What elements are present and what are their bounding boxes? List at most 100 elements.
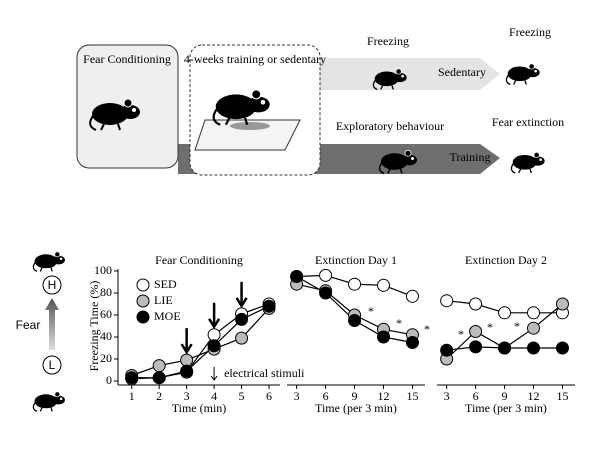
x-tick-label: 9 — [502, 389, 508, 403]
data-point — [235, 312, 249, 326]
y-axis-label: Freezing Time (%) — [87, 281, 101, 372]
rat — [32, 251, 66, 273]
y-tick-label: 100 — [94, 263, 112, 277]
x-tick-label: 3 — [294, 389, 300, 403]
data-point — [262, 299, 276, 313]
data-point — [555, 341, 569, 355]
box-title: Fear Conditioning — [83, 52, 171, 66]
data-point — [348, 314, 362, 327]
data-point — [527, 306, 541, 320]
data-point — [469, 340, 483, 354]
data-point — [207, 339, 221, 353]
label: Exploratory behaviour — [336, 119, 444, 133]
x-tick-label: 12 — [528, 389, 540, 403]
data-point — [152, 371, 166, 385]
x-axis-label: Time (min) — [172, 401, 227, 415]
legend-label: LIE — [154, 293, 173, 307]
y-tick-label: 80 — [100, 285, 112, 299]
data-point — [377, 330, 391, 344]
data-point — [498, 306, 512, 320]
data-point — [498, 341, 512, 355]
data-point — [348, 277, 362, 291]
data-point — [235, 331, 249, 345]
x-axis-label: Time (per 3 min) — [465, 401, 547, 415]
y-tick-label: 20 — [100, 351, 112, 365]
x-tick-label: 9 — [352, 389, 358, 403]
data-point — [319, 268, 333, 282]
stimulus-arrow — [235, 281, 248, 309]
rat — [510, 151, 546, 175]
data-point — [377, 278, 391, 292]
label: H — [48, 278, 57, 292]
chart-title: Extinction Day 2 — [465, 253, 547, 267]
x-tick-label: 6 — [266, 389, 272, 403]
chart-title: Fear Conditioning — [155, 253, 243, 267]
legend-marker — [136, 310, 150, 324]
y-tick-label: 0 — [106, 373, 112, 387]
label: L — [49, 358, 56, 372]
data-point — [440, 294, 454, 308]
significance: * — [458, 327, 464, 341]
legend-marker — [136, 278, 150, 292]
data-point — [125, 371, 139, 385]
label: Freezing — [367, 34, 409, 48]
x-tick-label: 4 — [211, 389, 217, 403]
rat — [32, 391, 66, 413]
label: Freezing — [509, 25, 551, 39]
schematic: Fear Conditioning 4-weeks training or se… — [76, 25, 564, 176]
data-point — [290, 270, 304, 283]
x-tick-label: 15 — [406, 389, 418, 403]
stimulus-arrow — [208, 302, 221, 330]
shadow — [230, 122, 270, 130]
x-tick-label: 3 — [444, 389, 450, 403]
data-point — [207, 328, 221, 342]
rat — [505, 62, 541, 86]
label: Fear — [16, 318, 41, 332]
data-point — [180, 353, 194, 367]
data-point — [527, 321, 541, 335]
x-tick-label: 5 — [239, 389, 245, 403]
significance: * — [424, 322, 430, 336]
x-tick-label: 6 — [323, 389, 329, 403]
data-point — [319, 286, 333, 300]
label: Training — [450, 150, 491, 164]
box-title: 4-weeks training or sedentary — [184, 52, 326, 66]
treadmill — [194, 119, 301, 151]
data-point — [440, 343, 454, 357]
data-point — [527, 341, 541, 355]
x-tick-label: 2 — [156, 389, 162, 403]
stimulus-arrow — [210, 367, 218, 381]
significance: * — [368, 304, 374, 318]
legend-marker — [136, 294, 150, 308]
y-tick-label: 60 — [100, 307, 112, 321]
data-point — [469, 325, 483, 338]
annotation: electrical stimuli — [224, 366, 305, 380]
stimulus-arrow — [180, 328, 193, 355]
x-tick-label: 3 — [184, 389, 190, 403]
data-point — [555, 297, 569, 311]
significance: * — [487, 320, 493, 334]
x-axis-label: Time (per 3 min) — [315, 401, 397, 415]
legend-label: SED — [154, 277, 177, 291]
x-tick-label: 15 — [556, 389, 568, 403]
legend-label: MOE — [154, 309, 181, 323]
chart-title: Extinction Day 1 — [315, 253, 397, 267]
low-circle — [42, 355, 62, 375]
data-point — [152, 359, 166, 373]
high-circle — [42, 275, 62, 295]
label: Fear extinction — [492, 115, 564, 129]
fear-scale: H Fear L — [16, 251, 66, 413]
data-point — [405, 336, 419, 349]
x-tick-label: 12 — [378, 389, 390, 403]
data-point — [180, 364, 194, 378]
significance: * — [396, 316, 402, 330]
x-tick-label: 6 — [473, 389, 479, 403]
significance: * — [514, 319, 520, 333]
fear-arrow — [45, 298, 59, 350]
y-tick-label: 40 — [100, 329, 112, 343]
x-tick-label: 1 — [129, 389, 135, 403]
label: Sedentary — [438, 65, 486, 79]
sedentary-arrow — [320, 58, 500, 90]
